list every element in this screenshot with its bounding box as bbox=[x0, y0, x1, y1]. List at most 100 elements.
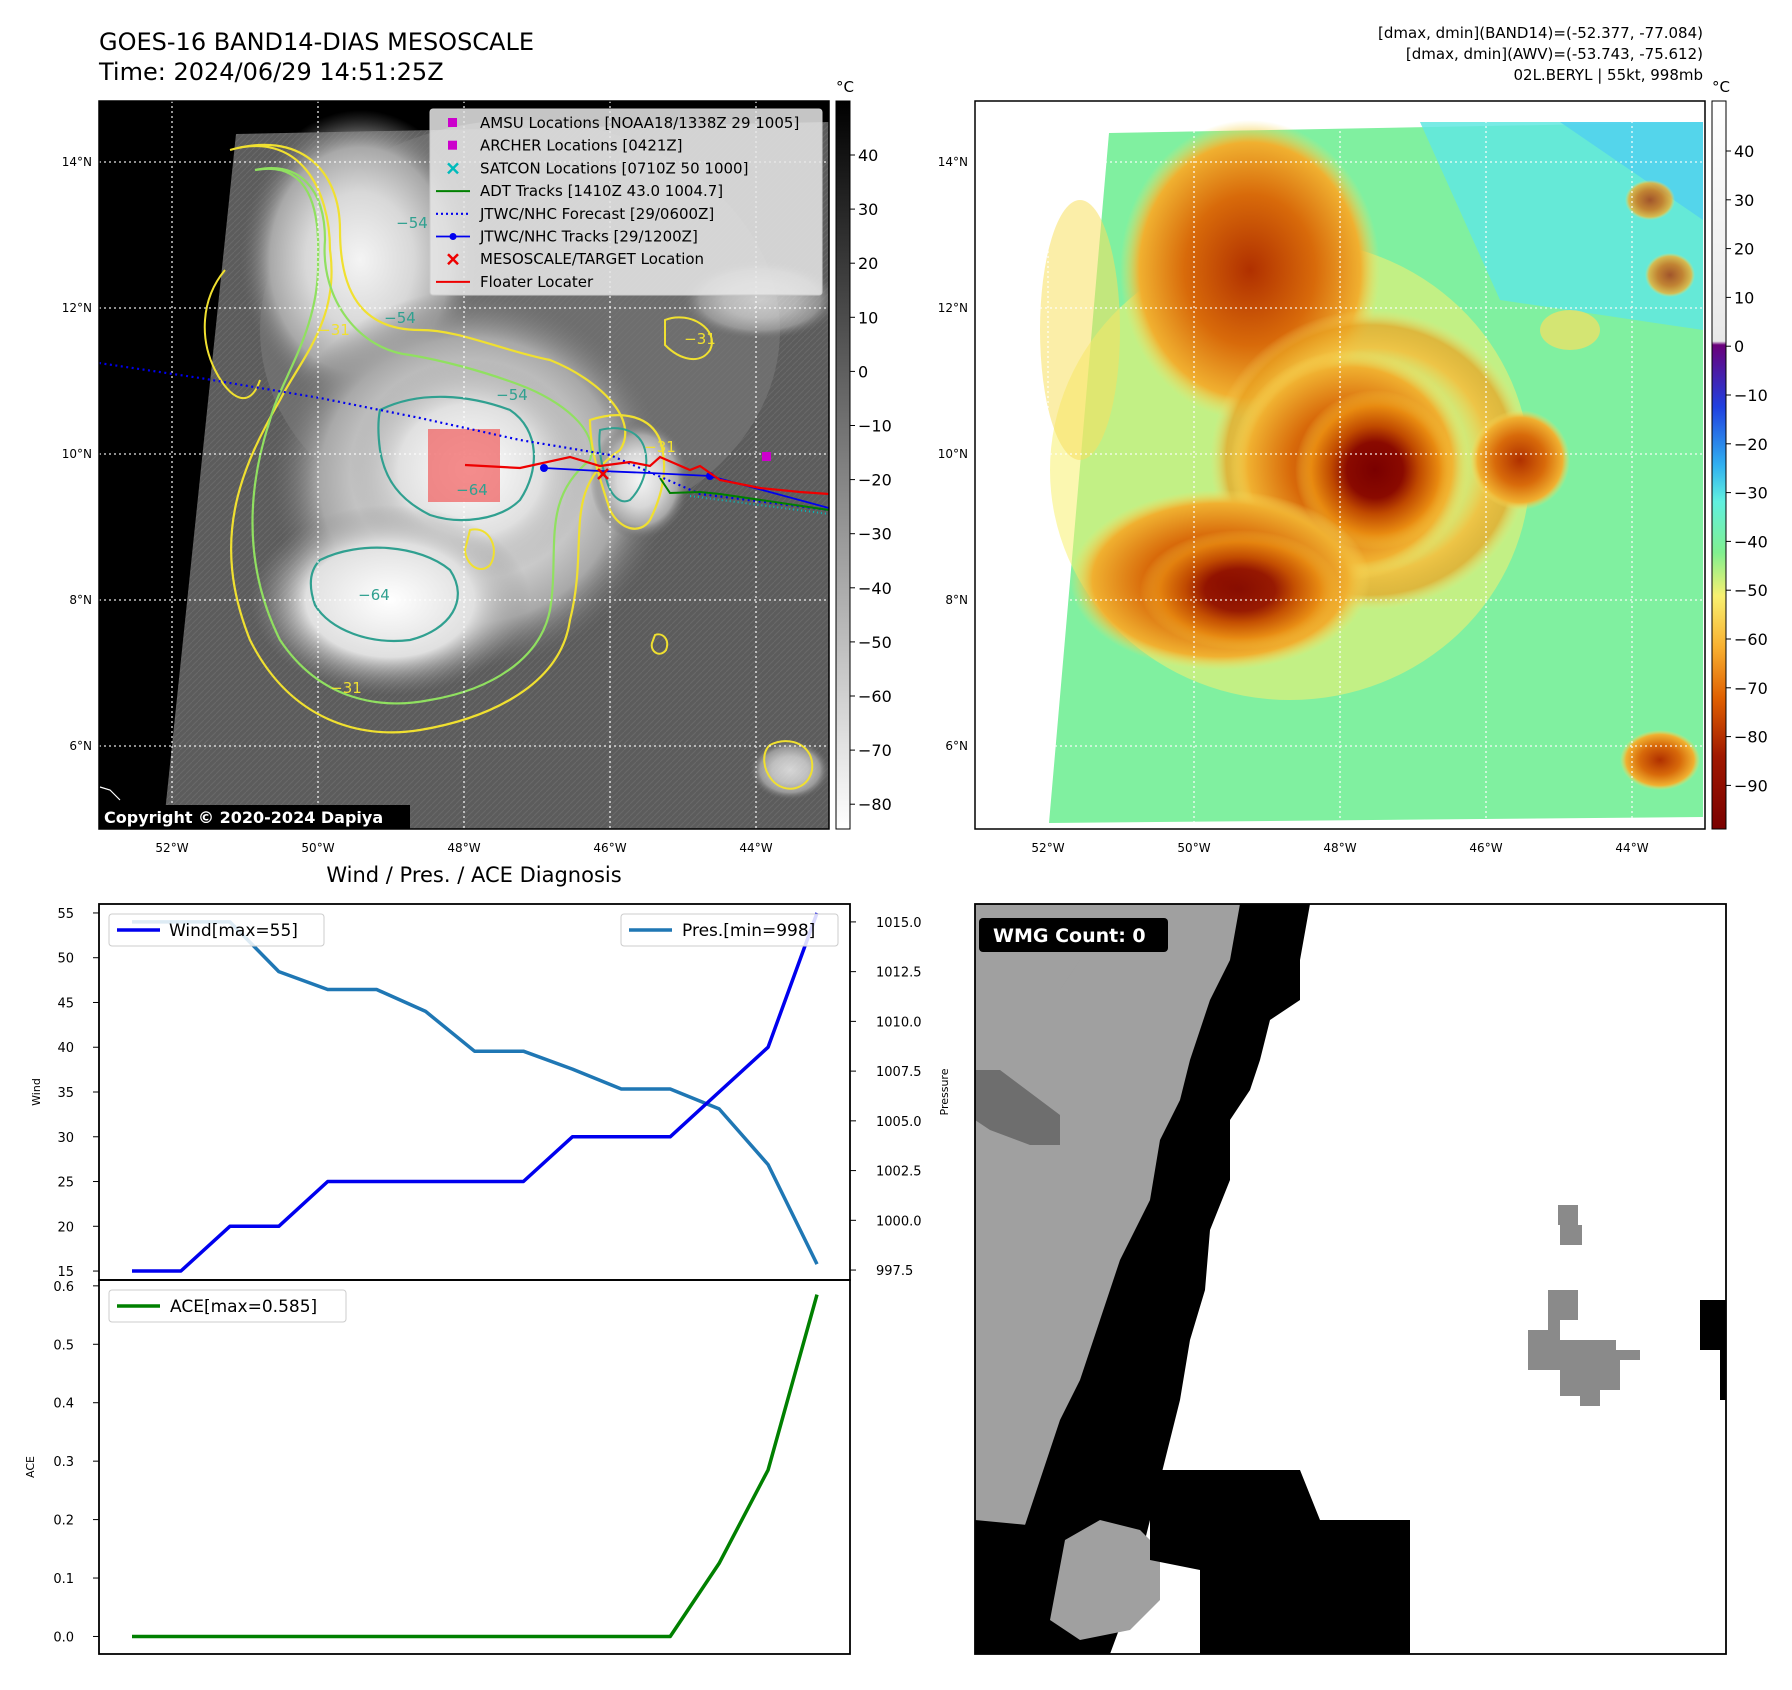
wind-legend-label: Wind[max=55] bbox=[169, 921, 298, 941]
ace-tick: 0.4 bbox=[53, 1397, 74, 1412]
ir-legend-items: AMSU Locations [NOAA18/1338Z 29 1005] ARC… bbox=[436, 114, 799, 291]
awv-colorbar-tick: −90 bbox=[1734, 776, 1768, 795]
lon-label: 52°W bbox=[155, 841, 188, 855]
info-band14: [dmax, dmin](BAND14)=(-52.377, -77.084) bbox=[1378, 24, 1703, 42]
figure-time: Time: 2024/06/29 14:51:25Z bbox=[98, 58, 444, 86]
ir-legend-label: ARCHER Locations [0421Z] bbox=[480, 137, 683, 155]
pressure-line bbox=[132, 920, 819, 1265]
ir-legend-label: AMSU Locations [NOAA18/1338Z 29 1005] bbox=[480, 114, 799, 132]
info-storm: 02L.BERYL | 55kt, 998mb bbox=[1513, 66, 1703, 84]
ir-legend-label: JTWC/NHC Forecast [29/0600Z] bbox=[479, 205, 714, 223]
figure-title: GOES-16 BAND14-DIAS MESOSCALE bbox=[99, 28, 534, 56]
contour-label: −54 bbox=[384, 309, 416, 327]
amsu-marker bbox=[762, 452, 771, 461]
ir-contour-labels: −31 −54 −54 −64 −64 −31 −31 −54 −31 bbox=[318, 214, 716, 697]
lon-label: 44°W bbox=[739, 841, 772, 855]
lat-label: 14°N bbox=[62, 155, 92, 169]
pres-legend bbox=[620, 913, 839, 947]
lat-label: 6°N bbox=[945, 739, 968, 753]
wind-legend bbox=[108, 913, 325, 947]
ace-tick: 0.6 bbox=[53, 1280, 74, 1295]
ir-legend-label: MESOSCALE/TARGET Location bbox=[480, 250, 704, 268]
ace-legend bbox=[108, 1289, 347, 1323]
lon-label: 48°W bbox=[447, 841, 480, 855]
contour-label: −31 bbox=[644, 438, 676, 456]
lat-label: 12°N bbox=[62, 301, 92, 315]
target-marker bbox=[597, 468, 609, 480]
ir-legend-item: JTWC/NHC Forecast [29/0600Z] bbox=[436, 205, 714, 223]
awv-colorbar-tick: 0 bbox=[1734, 337, 1744, 356]
pressure-tick: 1005.0 bbox=[876, 1115, 922, 1130]
ace-tick: 0.1 bbox=[53, 1572, 74, 1587]
awv-colorbar-tick: −20 bbox=[1734, 435, 1768, 454]
lon-label: 50°W bbox=[301, 841, 334, 855]
ir-colorbar-tick: −60 bbox=[858, 687, 892, 706]
ir-colorbar-ticks: 40 30 20 10 0 −10 −20 −30 −40 −50 −60 −70 −80 bbox=[850, 146, 892, 814]
contour-label: −64 bbox=[358, 586, 390, 604]
ir-legend-label: SATCON Locations [0710Z 50 1000] bbox=[480, 159, 748, 177]
ir-lat-labels: 14°N 12°N 10°N 8°N 6°N bbox=[62, 155, 92, 753]
contour-label: −54 bbox=[496, 386, 528, 404]
awv-lon-labels: 52°W 50°W 48°W 46°W 44°W bbox=[1031, 841, 1648, 855]
lat-label: 8°N bbox=[945, 593, 968, 607]
ir-colorbar-unit: °C bbox=[836, 78, 854, 96]
ir-image bbox=[99, 101, 829, 829]
contour-label: −31 bbox=[330, 679, 362, 697]
awv-image bbox=[975, 101, 1705, 829]
ir-legend-item: MESOSCALE/TARGET Location bbox=[447, 250, 704, 268]
awv-colorbar-ticks: 40 30 20 10 0 −10 −20 −30 −40 −50 −60 −70 −80 −90 bbox=[1726, 142, 1768, 795]
wmg-count-label: WMG Count: 0 bbox=[993, 925, 1146, 947]
ir-colorbar-tick: −80 bbox=[858, 795, 892, 814]
pressure-tick: 1012.5 bbox=[876, 966, 922, 981]
lat-label: 10°N bbox=[62, 447, 92, 461]
wind-tick: 40 bbox=[57, 1041, 74, 1056]
wmg-frame bbox=[974, 903, 1727, 1655]
ir-legend-item: SATCON Locations [0710Z 50 1000] bbox=[447, 159, 748, 177]
ir-colorbar-tick: −70 bbox=[858, 741, 892, 760]
wmg-count-box bbox=[979, 918, 1168, 952]
ir-legend bbox=[429, 108, 823, 296]
wind-tick: 55 bbox=[57, 907, 74, 922]
ace-axes bbox=[98, 1279, 851, 1655]
ace-legend-label: ACE[max=0.585] bbox=[170, 1297, 317, 1317]
pres-legend-label: Pres.[min=998] bbox=[682, 921, 815, 941]
pressure-tick: 1002.5 bbox=[876, 1165, 922, 1180]
awv-colorbar-tick: 40 bbox=[1734, 142, 1754, 161]
awv-colorbar-unit: °C bbox=[1712, 78, 1730, 96]
awv-colorbar-tick: −60 bbox=[1734, 630, 1768, 649]
ir-legend-label: ADT Tracks [1410Z 43.0 1004.7] bbox=[480, 182, 723, 200]
awv-colorbar-tick: −30 bbox=[1734, 484, 1768, 503]
ace-tick: 0.0 bbox=[53, 1630, 74, 1645]
lat-label: 14°N bbox=[938, 155, 968, 169]
lon-label: 44°W bbox=[1615, 841, 1648, 855]
ir-legend-item: ADT Tracks [1410Z 43.0 1004.7] bbox=[436, 182, 723, 200]
lon-label: 46°W bbox=[593, 841, 626, 855]
wind-tick: 30 bbox=[57, 1131, 74, 1146]
wmg-image bbox=[975, 904, 1726, 1654]
lon-label: 46°W bbox=[1469, 841, 1502, 855]
ace-tick: 0.3 bbox=[53, 1455, 74, 1470]
ir-legend-label: JTWC/NHC Tracks [29/1200Z] bbox=[479, 228, 698, 246]
ir-colorbar bbox=[835, 100, 851, 830]
ir-legend-item: AMSU Locations [NOAA18/1338Z 29 1005] bbox=[448, 114, 799, 132]
wind-tick: 15 bbox=[57, 1265, 74, 1280]
wind-tick: 35 bbox=[57, 1086, 74, 1101]
info-awv: [dmax, dmin](AWV)=(-53.743, -75.612) bbox=[1406, 45, 1703, 63]
copyright-text: Copyright © 2020-2024 Dapiya bbox=[104, 808, 383, 827]
diag-title: Wind / Pres. / ACE Diagnosis bbox=[326, 863, 621, 887]
ace-tick: 0.2 bbox=[53, 1514, 74, 1529]
contour-label: −64 bbox=[456, 481, 488, 499]
wind-tick: 50 bbox=[57, 952, 74, 967]
lon-label: 48°W bbox=[1323, 841, 1356, 855]
awv-colorbar bbox=[1711, 100, 1727, 830]
ir-colorbar-tick: −40 bbox=[858, 579, 892, 598]
ace-line bbox=[132, 1294, 819, 1639]
awv-colorbar-tick: 30 bbox=[1734, 191, 1754, 210]
pressure-tick: 1010.0 bbox=[876, 1015, 922, 1030]
diag-lines bbox=[131, 912, 819, 1639]
ir-colorbar-tick: −30 bbox=[858, 525, 892, 544]
lat-label: 12°N bbox=[938, 301, 968, 315]
wind-line bbox=[132, 912, 819, 1273]
contour-label: −31 bbox=[684, 330, 716, 348]
